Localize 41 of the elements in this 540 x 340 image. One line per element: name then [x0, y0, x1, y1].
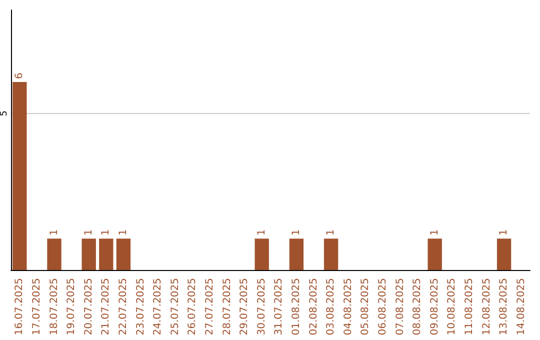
x-tick-label: 20.07.2025	[83, 278, 94, 336]
x-tick-label: 08.08.2025	[412, 278, 424, 336]
x-tick-label: 01.08.2025	[290, 278, 302, 336]
x-tick-label: 23.07.2025	[135, 278, 146, 336]
data-label: 1	[290, 229, 302, 236]
x-tick-label: 09.08.2025	[429, 278, 440, 336]
x-tick-label: 26.07.2025	[187, 278, 198, 336]
data-label: 1	[498, 229, 510, 236]
x-tick-label: 07.08.2025	[394, 278, 406, 336]
data-label: 1	[429, 229, 440, 236]
x-tick-label: 05.08.2025	[360, 278, 372, 336]
x-tick-label: 21.07.2025	[100, 278, 112, 336]
data-label: 6	[14, 72, 26, 80]
data-label: 1	[83, 229, 94, 236]
x-tick-label: 30.07.2025	[256, 278, 268, 336]
x-tick-label: 12.08.2025	[481, 278, 492, 336]
x-tick-label: 13.08.2025	[498, 278, 510, 336]
x-tick-label: 24.07.2025	[152, 278, 164, 336]
x-tick-label: 11.08.2025	[464, 278, 475, 336]
x-tick-label: 18.07.2025	[48, 278, 60, 336]
x-tick-label: 22.07.2025	[118, 278, 129, 336]
data-label: 1	[256, 229, 268, 236]
x-tick-label: 25.07.2025	[170, 278, 181, 336]
x-tick-label: 14.08.2025	[516, 278, 527, 336]
x-tick-label: 31.07.2025	[274, 278, 285, 336]
x-tick-label: 19.07.2025	[66, 278, 78, 336]
x-tick-label: 03.08.2025	[326, 278, 337, 336]
x-tick-label: 10.08.2025	[446, 278, 458, 336]
x-tick-label: 02.08.2025	[308, 278, 320, 336]
data-label: 1	[326, 229, 337, 236]
x-tick-label: 04.08.2025	[342, 278, 354, 336]
x-tick-label: 17.07.2025	[31, 278, 42, 336]
x-tick-label: 16.07.2025	[14, 278, 26, 336]
x-tick-label: 27.07.2025	[204, 278, 216, 336]
data-label: 1	[118, 229, 129, 236]
data-label: 1	[100, 229, 112, 236]
x-tick-label: 28.07.2025	[222, 278, 233, 336]
x-tick-label: 06.08.2025	[377, 278, 388, 336]
x-tick-label: 29.07.2025	[239, 278, 250, 336]
data-label: 1	[48, 229, 60, 236]
y-tick-label: 5	[0, 110, 10, 116]
